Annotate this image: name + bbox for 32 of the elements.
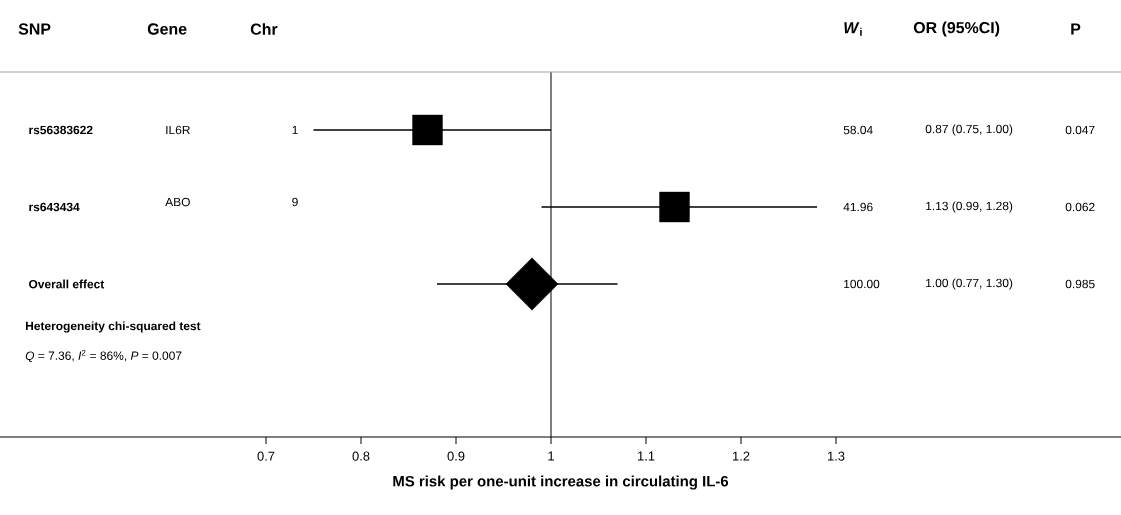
annotation: 41.96 xyxy=(843,202,873,212)
annotation: Heterogeneity chi-squared test xyxy=(26,321,201,333)
text: Gene xyxy=(147,23,187,35)
y-tick-label: Overall effect xyxy=(29,279,105,289)
text: SNP xyxy=(18,23,51,35)
annotation: 0.985 xyxy=(1065,279,1095,289)
x-tick-label: 1.2 xyxy=(733,451,750,461)
annotation: Q = 7.36, I$^{2}$ = 86%, P = 0.007 xyxy=(25,349,182,363)
y-tick-label: rs643434 xyxy=(29,202,80,212)
annotation: 0.047 xyxy=(1065,125,1095,135)
x-tick-label: 1.1 xyxy=(637,451,655,461)
x-tick-label: 0.8 xyxy=(352,451,370,461)
x-tick-label: 1.3 xyxy=(828,451,845,461)
text: OR (95%CI) xyxy=(913,21,1000,37)
x-tick-label: 1 xyxy=(548,451,554,461)
annotation: 58.04 xyxy=(843,125,873,135)
annotation: IL6R xyxy=(166,125,190,135)
text: P xyxy=(1071,23,1081,35)
annotation: 0.062 xyxy=(1065,202,1095,212)
x-tick-label: 0.9 xyxy=(447,451,465,461)
annotation: 1.00 (0.77, 1.30) xyxy=(926,278,1013,290)
annotation: 1 xyxy=(292,125,298,135)
annotation: 9 xyxy=(292,197,298,207)
x-axis-title: MS risk per one-unit increase in circulating IL-6 xyxy=(393,475,729,490)
annotation: 100.00 xyxy=(844,279,880,289)
text: W$_{i}$ xyxy=(844,22,862,36)
annotation: ABO xyxy=(165,197,190,207)
annotation: 1.13 (0.99, 1.28) xyxy=(926,201,1013,213)
x-tick-label: 0.7 xyxy=(257,451,275,461)
annotation: 0.87 (0.75, 1.00) xyxy=(925,124,1013,136)
text: Chr xyxy=(250,23,278,35)
y-tick-label: rs56383622 xyxy=(29,125,93,135)
